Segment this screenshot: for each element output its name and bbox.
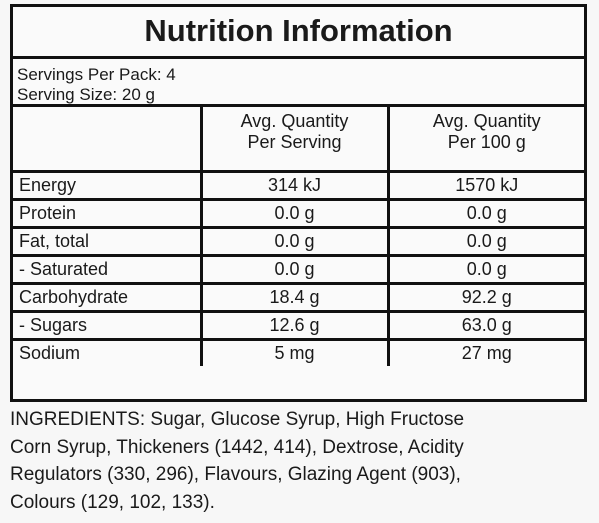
value-cell: 27 mg (386, 338, 584, 366)
value-cell: 0.0 g (199, 226, 390, 257)
ingredients-line: Colours (129, 102, 133). (10, 491, 215, 513)
header-cell (13, 107, 203, 173)
table-row: Fat, total 0.0 g 0.0 g (13, 226, 584, 257)
servings: Servings Per Pack: 4 Serving Size: 20 g (13, 59, 584, 107)
ingredients-line: Regulators (330, 296), Flavours, Glazing… (10, 464, 461, 485)
label-cell: - Saturated (13, 254, 203, 285)
header-row: Avg. Quantity Per Serving Avg. Quantity … (13, 107, 584, 173)
value-cell: 314 kJ (199, 170, 390, 201)
table-row: Sodium 5 mg 27 mg (13, 338, 584, 366)
table-row: - Saturated 0.0 g 0.0 g (13, 254, 584, 285)
header-cell: Avg. Quantity Per Serving (199, 107, 390, 173)
value-cell: 1570 kJ (386, 170, 584, 201)
table-row: Energy 314 kJ 1570 kJ (13, 170, 584, 201)
servings-line: Serving Size: 20 g (17, 85, 155, 104)
table-body: Avg. Quantity Per Serving Avg. Quantity … (13, 107, 584, 366)
label-cell: Energy (13, 170, 203, 201)
label-cell: Fat, total (13, 226, 203, 257)
servings-line: Servings Per Pack: 4 (17, 65, 176, 84)
nutrition-table: Avg. Quantity Per Serving Avg. Quantity … (13, 107, 584, 366)
header-text: Per 100 g (447, 132, 526, 152)
label-cell: Sodium (13, 338, 203, 366)
table-row: Carbohydrate 18.4 g 92.2 g (13, 282, 584, 313)
value-cell: 5 mg (199, 338, 390, 366)
value-cell: 0.0 g (386, 226, 584, 257)
value-cell: 63.0 g (386, 310, 584, 341)
ingredients-line: INGREDIENTS: Sugar, Glucose Syrup, High … (10, 409, 465, 430)
value-cell: 0.0 g (386, 198, 584, 229)
value-cell: 0.0 g (386, 254, 584, 285)
ingredients: INGREDIENTS: Sugar, Glucose Syrup, High … (10, 406, 464, 516)
value-cell: 0.0 g (199, 254, 390, 285)
value-cell: 92.2 g (386, 282, 584, 313)
table-row: - Sugars 12.6 g 63.0 g (13, 310, 584, 341)
header-text: Per Serving (247, 132, 342, 152)
value-cell: 18.4 g (199, 282, 390, 313)
nutrition-panel: Nutrition Information Servings Per Pack:… (10, 4, 587, 402)
label-cell: - Sugars (13, 310, 203, 341)
label-cell: Carbohydrate (13, 282, 203, 313)
ingredients-line: Corn Syrup, Thickeners (1442, 414), Dext… (10, 436, 464, 458)
label-cell: Protein (13, 198, 203, 229)
panel-title: Nutrition Information (13, 7, 584, 59)
header-cell: Avg. Quantity Per 100 g (386, 107, 584, 173)
table-row: Protein 0.0 g 0.0 g (13, 198, 584, 229)
header-text: Avg. Quantity (240, 111, 349, 131)
value-cell: 0.0 g (199, 198, 390, 229)
header-text: Avg. Quantity (432, 111, 541, 131)
value-cell: 12.6 g (199, 310, 390, 341)
